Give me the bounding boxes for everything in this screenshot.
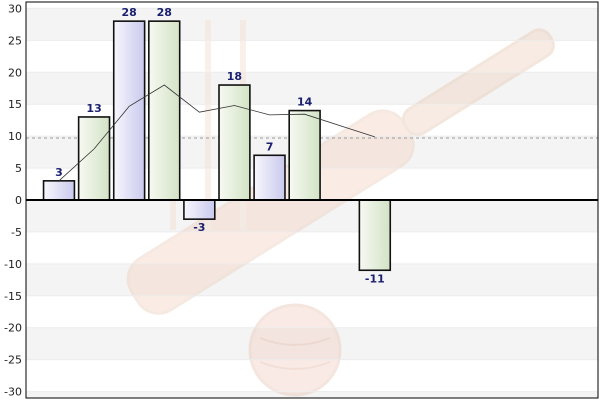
y-tick-label: -20 [4,322,22,335]
bar-7 [253,154,286,201]
grid-band [26,327,598,360]
bar-5 [183,199,216,220]
data-labels: 3 13 28 28 -3 18 7 14 -11 [55,6,385,285]
bar-6 [218,84,251,201]
y-tick-label: -30 [4,386,22,399]
y-tick-label: -5 [11,226,22,239]
data-label: 13 [86,102,101,115]
bar-series [42,20,392,272]
grid-band [26,391,598,398]
y-tick-label: 20 [8,66,22,79]
data-label: -3 [193,221,205,234]
y-axis-labels: 30 25 20 15 10 5 0 -5 -10 -15 -20 -25 -30 [4,2,22,398]
data-label: 14 [297,96,313,109]
y-tick-label: -10 [4,258,22,271]
y-tick-label: 25 [8,34,22,47]
data-label: 28 [157,6,172,19]
grid-band [26,200,598,232]
y-tick-label: -25 [4,354,22,367]
grid-band [26,8,598,41]
y-tick-label: -15 [4,290,22,303]
data-label: 3 [55,166,63,179]
moving-average-line [58,84,375,182]
data-label: 18 [227,70,242,83]
data-label: 28 [122,6,137,19]
bar-1 [42,180,76,201]
bar-4 [148,20,181,201]
grid-band [26,263,598,296]
y-tick-label: 0 [15,194,22,207]
y-tick-label: 15 [8,98,22,111]
grid-bands [26,8,598,398]
bar-8 [288,109,321,201]
data-label: -11 [365,272,385,285]
y-tick-label: 5 [15,162,22,175]
y-tick-label: 10 [8,130,22,143]
bar-3 [112,20,146,201]
plot-frame [25,1,599,399]
y-tick-label: 30 [8,2,22,15]
data-label: 7 [266,140,274,153]
bar-10 [358,199,392,272]
